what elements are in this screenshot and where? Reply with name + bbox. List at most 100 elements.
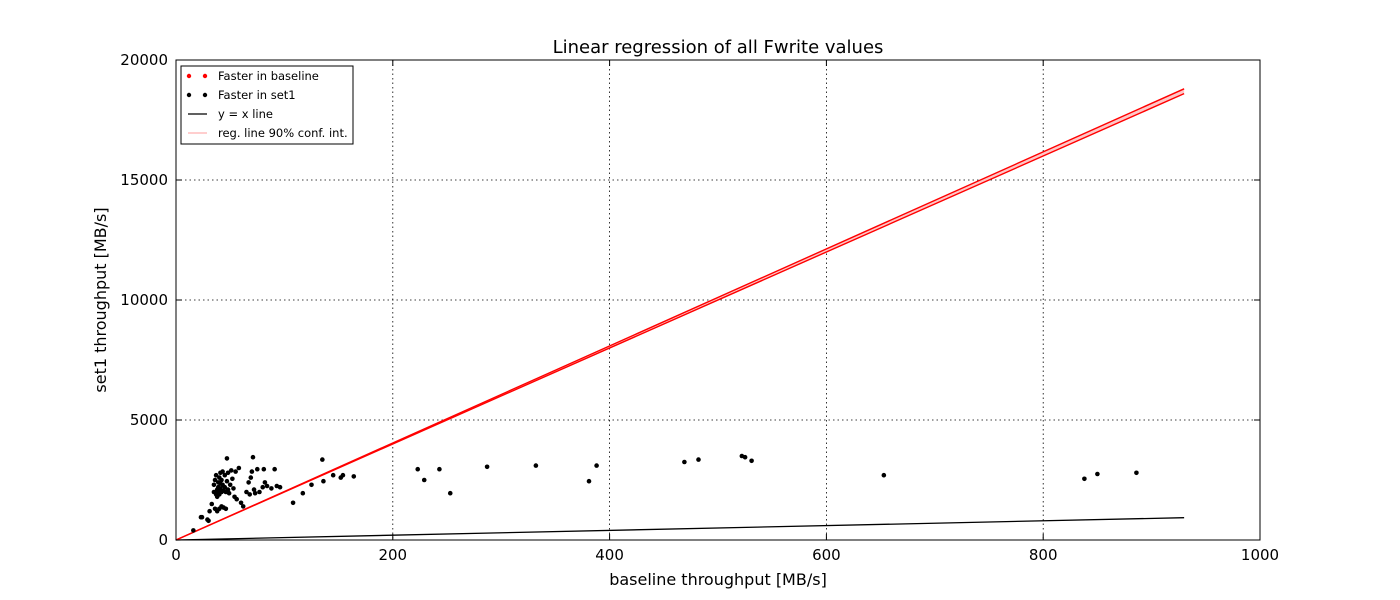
x-tick-label-5: 1000 (1241, 546, 1279, 564)
point-series1-35 (223, 506, 229, 512)
point-series1-28 (220, 469, 225, 474)
point-series1-78 (415, 466, 421, 472)
point-series1-71 (309, 482, 314, 488)
chart-title: Linear regression of all Fwrite values (553, 37, 884, 58)
point-series1-32 (222, 472, 228, 478)
point-series1-61 (260, 484, 266, 490)
y-tick-label-0: 0 (158, 531, 168, 549)
point-series1-46 (233, 469, 238, 474)
point-series1-62 (261, 466, 267, 472)
point-series1-59 (254, 466, 260, 472)
legend-label-faster-in-set1: Faster in set1 (218, 88, 296, 102)
point-series1-12 (213, 472, 219, 478)
legend-label-y-equals-x: y = x line (218, 107, 273, 121)
point-series1-55 (249, 469, 255, 474)
point-series1-8 (211, 482, 217, 488)
point-series1-5 (207, 508, 212, 514)
legend-marker-faster-in-baseline-2 (202, 73, 208, 79)
x-tick-label-0: 0 (171, 546, 181, 564)
legend-label-reg-line: reg. line 90% conf. int. (218, 126, 348, 140)
point-series1-86 (682, 459, 687, 465)
point-series1-41 (227, 482, 233, 488)
y-tick-label-3: 15000 (120, 171, 168, 189)
x-axis-label: baseline throughput [MB/s] (609, 570, 827, 589)
plot-marks (175, 88, 1185, 541)
point-series1-25 (219, 477, 224, 483)
regression-lower-line (175, 92, 1185, 541)
point-series1-57 (251, 487, 257, 492)
point-series1-70 (300, 490, 306, 496)
regression-upper-line (175, 88, 1185, 541)
point-series1-91 (881, 472, 887, 478)
point-series1-85 (594, 463, 599, 468)
point-series1-65 (269, 486, 274, 491)
x-tick-label-3: 600 (812, 546, 841, 564)
gridlines (176, 60, 1260, 540)
legend-box (180, 65, 354, 145)
x-tick-label-4: 800 (1029, 546, 1058, 564)
point-series1-53 (247, 492, 253, 497)
point-series1-6 (209, 501, 215, 507)
point-series1-4 (206, 518, 211, 524)
point-series1-40 (226, 490, 232, 496)
point-series1-94 (1134, 470, 1139, 476)
point-series1-38 (225, 470, 231, 476)
point-series1-83 (533, 463, 539, 468)
y-equals-x-line (175, 517, 1185, 541)
point-series1-87 (696, 457, 701, 462)
point-series1-2 (199, 514, 205, 520)
point-series1-52 (246, 480, 251, 485)
point-series1-93 (1095, 471, 1100, 477)
point-series1-42 (228, 468, 234, 473)
point-series1-80 (437, 466, 442, 472)
point-series1-60 (257, 489, 262, 495)
y-axis-label: set1 throughput [MB/s] (91, 207, 110, 392)
point-series1-54 (248, 475, 254, 480)
point-series1-64 (264, 483, 270, 489)
point-series1-48 (236, 465, 242, 471)
legend-label-faster-in-baseline: Faster in baseline (218, 69, 319, 83)
y-tick-label-1: 5000 (130, 411, 168, 429)
point-series1-82 (484, 464, 490, 470)
point-series1-76 (340, 472, 346, 478)
point-series1-49 (238, 500, 244, 506)
point-series1-81 (447, 490, 453, 496)
y-tick-label-4: 20000 (120, 51, 168, 69)
point-series1-72 (320, 457, 325, 462)
legend-marker-faster-in-baseline-1 (186, 73, 192, 79)
point-series1-36 (224, 456, 230, 461)
point-series1-63 (262, 480, 268, 485)
point-series1-39 (225, 487, 231, 492)
point-series1-73 (321, 478, 326, 484)
point-series1-47 (234, 496, 240, 502)
point-series1-58 (252, 490, 258, 496)
y-tick-label-2: 10000 (120, 291, 168, 309)
point-series1-33 (222, 484, 228, 490)
point-series1-0 (191, 528, 196, 533)
legend: Faster in baseline Faster in set1 y = x … (180, 65, 354, 145)
legend-marker-faster-in-set1-2 (202, 92, 208, 98)
legend-marker-faster-in-set1-1 (186, 92, 192, 98)
point-series1-77 (351, 474, 357, 479)
point-series1-90 (749, 458, 754, 464)
point-series1-44 (231, 486, 236, 491)
point-series1-50 (240, 504, 246, 509)
point-series1-68 (277, 484, 283, 490)
point-series1-89 (742, 454, 748, 460)
point-series1-66 (272, 466, 277, 472)
point-series1-43 (230, 476, 235, 482)
point-series1-69 (290, 500, 296, 506)
x-tick-label-1: 200 (378, 546, 407, 564)
point-series1-9 (212, 477, 218, 483)
x-tick-label-2: 400 (595, 546, 624, 564)
point-series1-84 (586, 478, 592, 484)
point-series1-92 (1082, 476, 1087, 482)
point-series1-56 (250, 454, 256, 460)
point-series1-79 (421, 477, 427, 483)
point-series1-51 (244, 489, 249, 495)
point-series1-37 (224, 478, 230, 484)
point-series1-74 (330, 472, 336, 478)
point-series1-24 (218, 486, 223, 491)
